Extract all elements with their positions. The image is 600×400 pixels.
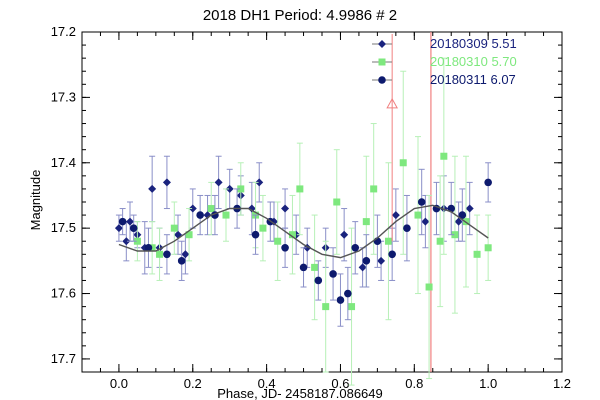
data-point-square bbox=[185, 231, 193, 239]
data-point-square bbox=[451, 231, 459, 239]
data-point-circle bbox=[403, 224, 411, 232]
data-point-diamond bbox=[454, 217, 463, 226]
data-point-diamond bbox=[391, 211, 400, 220]
data-point-diamond bbox=[358, 263, 367, 272]
y-tick-label: 17.2 bbox=[51, 24, 76, 39]
data-point-diamond bbox=[465, 204, 474, 213]
data-point-diamond bbox=[174, 230, 182, 239]
data-point-square bbox=[296, 185, 304, 193]
data-point-square bbox=[399, 159, 407, 167]
data-point-diamond bbox=[126, 217, 134, 226]
data-point-square bbox=[436, 237, 444, 245]
data-point-square bbox=[133, 237, 141, 245]
data-point-circle bbox=[329, 270, 337, 278]
data-point-square bbox=[370, 185, 378, 193]
data-point-square bbox=[274, 237, 282, 245]
data-point-square bbox=[348, 303, 356, 311]
legend-label: 20180311 6.07 bbox=[430, 72, 516, 87]
data-point-circle bbox=[281, 243, 289, 252]
data-point-circle bbox=[351, 243, 360, 252]
data-point-diamond bbox=[162, 178, 171, 187]
data-point-square bbox=[222, 211, 230, 219]
data-point-circle bbox=[336, 296, 345, 304]
y-tick-label: 17.6 bbox=[51, 286, 76, 301]
data-point-square bbox=[237, 185, 245, 193]
data-point-circle bbox=[417, 198, 426, 206]
fit-curve bbox=[118, 204, 489, 259]
x-tick-label: 0.4 bbox=[258, 376, 276, 391]
x-tick-label: 1.0 bbox=[479, 376, 497, 391]
y-tick-label: 17.7 bbox=[51, 351, 76, 366]
y-tick-label: 17.5 bbox=[51, 220, 76, 235]
data-point-diamond bbox=[181, 250, 190, 259]
data-point-square bbox=[156, 250, 164, 258]
x-tick-label: 0.0 bbox=[110, 376, 128, 391]
legend-label: 20180310 5.70 bbox=[430, 54, 517, 69]
data-point-circle bbox=[299, 263, 308, 272]
data-point-square bbox=[259, 224, 267, 232]
data-point-diamond bbox=[188, 204, 197, 213]
data-point-circle bbox=[362, 257, 371, 265]
x-tick-label: 1.2 bbox=[553, 376, 571, 391]
data-point-circle bbox=[196, 211, 204, 219]
data-point-circle bbox=[144, 243, 153, 252]
data-point-square bbox=[311, 263, 319, 271]
data-point-diamond bbox=[214, 178, 223, 187]
data-point-circle bbox=[251, 230, 260, 239]
plot-area: 0.0 0.2 0.4 0.6 0.8 1.0 1.2 17.2 17.3 17.4 17.5 17.… bbox=[51, 24, 571, 391]
data-point-circle bbox=[314, 276, 323, 285]
data-point-circle bbox=[458, 211, 467, 219]
outlier-point bbox=[386, 97, 399, 109]
legend-marker-circle bbox=[378, 76, 386, 84]
data-point-diamond bbox=[247, 204, 256, 213]
data-point-circle bbox=[388, 250, 396, 259]
data-point-square bbox=[384, 237, 392, 245]
data-point-diamond bbox=[281, 204, 290, 213]
data-point-circle bbox=[484, 178, 492, 187]
data-point-diamond bbox=[255, 178, 264, 187]
data-point-square bbox=[425, 283, 433, 291]
data-point-square bbox=[333, 198, 341, 206]
data-point-diamond bbox=[148, 184, 157, 193]
legend: 20180309 5.51 20180310 5.70 20180311 6.07 bbox=[372, 36, 517, 87]
y-tick-label: 17.3 bbox=[51, 89, 76, 104]
data-point-diamond bbox=[377, 256, 386, 265]
data-point-square bbox=[362, 218, 370, 226]
x-tick-label: 0.2 bbox=[184, 376, 202, 391]
data-point-diamond bbox=[340, 230, 349, 239]
data-point-diamond bbox=[114, 224, 123, 233]
data-point-diamond bbox=[122, 237, 131, 246]
x-tick-label: 0.8 bbox=[405, 376, 423, 391]
y-axis-label: Magnitude bbox=[28, 170, 43, 231]
x-tick-label: 0.6 bbox=[331, 376, 349, 391]
y-tick-label: 17.4 bbox=[51, 155, 76, 170]
data-point-circle bbox=[344, 289, 352, 298]
data-point-circle bbox=[177, 257, 186, 265]
data-point-circle bbox=[129, 224, 138, 232]
data-point-circle bbox=[163, 250, 171, 259]
data-point-square bbox=[288, 231, 296, 239]
legend-label: 20180309 5.51 bbox=[430, 36, 517, 51]
legend-marker-square bbox=[378, 58, 386, 66]
data-point-square bbox=[484, 244, 492, 252]
data-point-square bbox=[207, 205, 215, 213]
data-point-square bbox=[322, 303, 330, 311]
data-point-square bbox=[170, 224, 178, 232]
data-point-square bbox=[440, 152, 448, 160]
data-point-square bbox=[414, 211, 422, 219]
x-axis-label: Phase, JD- 2458187.086649 bbox=[217, 386, 383, 400]
legend-marker-diamond bbox=[378, 40, 386, 48]
chart-title: 2018 DH1 Period: 4.9986 # 2 bbox=[203, 7, 397, 24]
data-point-circle bbox=[118, 217, 127, 226]
data-point-diamond bbox=[225, 184, 234, 193]
data-point-square bbox=[473, 250, 481, 258]
data-point-diamond bbox=[421, 217, 430, 226]
